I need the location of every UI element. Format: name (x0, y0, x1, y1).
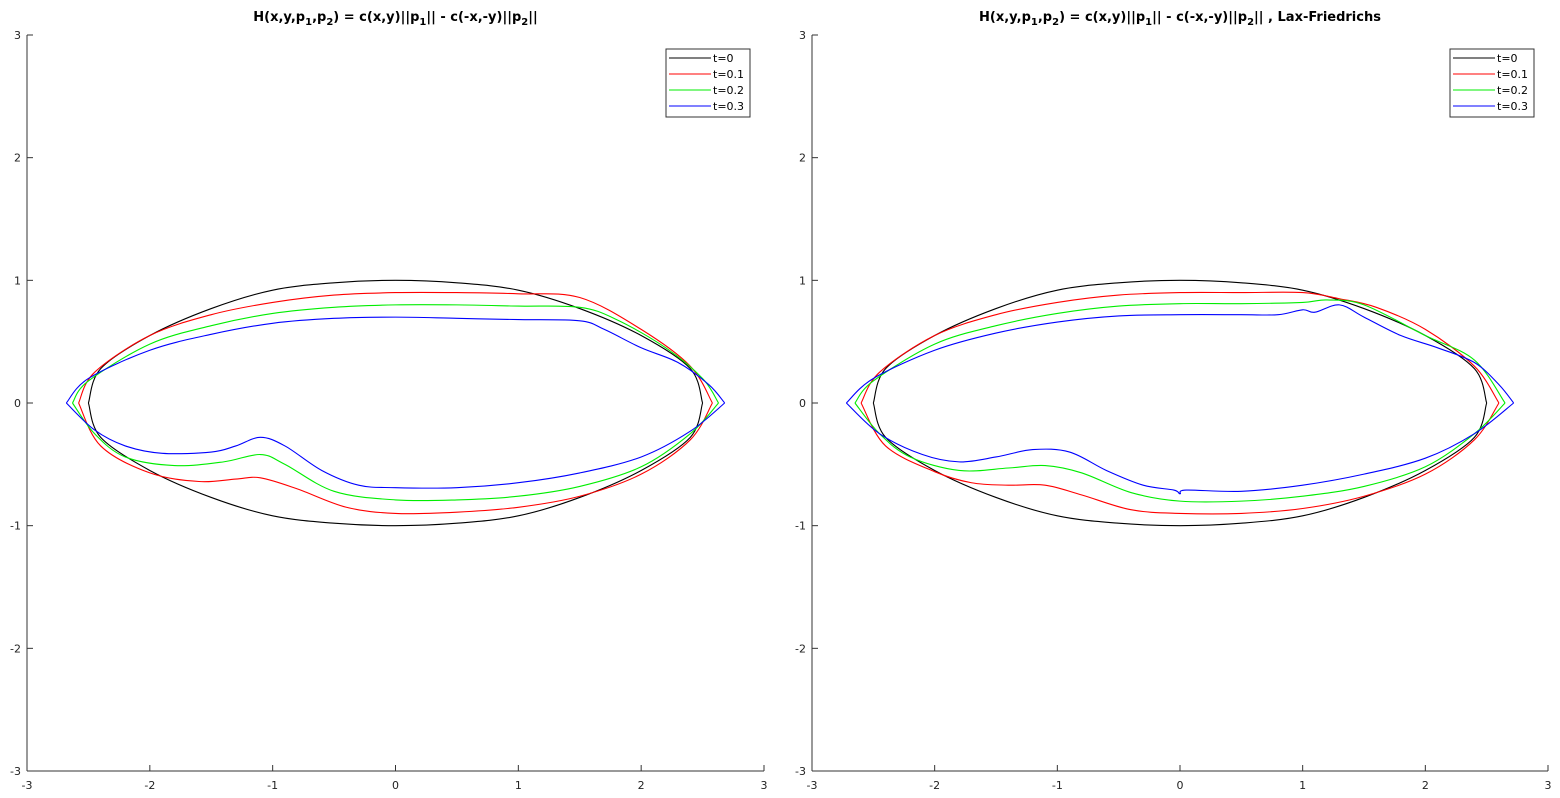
y-tick-label: 3 (799, 29, 806, 42)
x-tick-label: 3 (761, 779, 768, 792)
title-text: || (528, 10, 538, 25)
x-tick-label: 2 (638, 779, 645, 792)
series-line-t0-lower (872, 402, 1488, 527)
y-tick-label: -3 (10, 765, 21, 778)
y-tick-label: -2 (10, 642, 21, 655)
y-tick-label: 2 (799, 152, 806, 165)
y-tick-label: 1 (14, 274, 21, 287)
x-tick-label: 1 (1299, 779, 1306, 792)
legend-label: t=0.3 (713, 100, 744, 113)
x-tick-label: 2 (1422, 779, 1429, 792)
title-text: || - c(-x,-y)||p (1152, 10, 1247, 25)
y-tick-label: 0 (799, 397, 806, 410)
title-subscript: 2 (326, 17, 333, 28)
series-line-t01-upper (860, 291, 1500, 404)
y-tick-label: -1 (10, 520, 21, 533)
title-subscript: 1 (1031, 17, 1038, 28)
title-text: || - c(-x,-y)||p (426, 10, 521, 25)
series-line-t03-lower (65, 402, 726, 489)
title-subscript: 1 (305, 17, 312, 28)
series-line-t02-upper (854, 299, 1506, 404)
series-line-t01-upper (78, 291, 713, 404)
x-tick-label: 1 (515, 779, 522, 792)
x-tick-label: 3 (1545, 779, 1552, 792)
chart-title: H(x,y,p1,p2) = c(x,y)||p1|| - c(-x,-y)||… (979, 10, 1381, 28)
title-subscript: 2 (1247, 17, 1254, 28)
series-line-t0-lower (87, 402, 704, 527)
series-line-t01-lower (78, 402, 713, 515)
x-tick-label: -1 (267, 779, 278, 792)
title-text: ,p (1038, 10, 1052, 25)
title-text: H(x,y,p (979, 10, 1031, 25)
title-subscript: 2 (521, 17, 528, 28)
series-line-t02-lower (72, 402, 719, 502)
x-tick-label: -3 (22, 779, 33, 792)
series-line-t03-upper (845, 304, 1515, 404)
legend-label: t=0 (1497, 52, 1518, 65)
legend-label: t=0.1 (1497, 68, 1528, 81)
y-tick-label: -1 (795, 520, 806, 533)
x-tick-label: 0 (392, 779, 399, 792)
y-tick-label: -2 (795, 642, 806, 655)
y-tick-label: -3 (795, 765, 806, 778)
x-tick-label: -1 (1052, 779, 1063, 792)
y-tick-label: 1 (799, 274, 806, 287)
series-line-t01-lower (860, 402, 1500, 515)
series-line-t03-lower (845, 402, 1514, 495)
title-text: ) = c(x,y)||p (1059, 10, 1145, 25)
series-line-t03-upper (65, 316, 726, 404)
legend-label: t=0.3 (1497, 100, 1528, 113)
title-subscript: 2 (1052, 17, 1059, 28)
title-text: H(x,y,p (253, 10, 305, 25)
title-text: ,p (312, 10, 326, 25)
title-text: || , Lax-Friedrichs (1254, 10, 1381, 25)
series-line-t02-lower (854, 402, 1506, 503)
y-tick-label: 2 (14, 152, 21, 165)
x-tick-label: -2 (144, 779, 155, 792)
x-tick-label: -2 (929, 779, 940, 792)
x-tick-label: -3 (807, 779, 818, 792)
series-line-t0-upper (872, 279, 1488, 404)
title-subscript: 1 (419, 17, 426, 28)
legend-label: t=0 (713, 52, 734, 65)
title-text: ) = c(x,y)||p (333, 10, 419, 25)
chart-title: H(x,y,p1,p2) = c(x,y)||p1|| - c(-x,-y)||… (253, 10, 538, 28)
legend-label: t=0.2 (713, 84, 744, 97)
y-tick-label: 3 (14, 29, 21, 42)
x-tick-label: 0 (1177, 779, 1184, 792)
series-line-t02-upper (71, 304, 720, 404)
y-tick-label: 0 (14, 397, 21, 410)
legend-label: t=0.1 (713, 68, 744, 81)
title-subscript: 1 (1145, 17, 1152, 28)
legend-label: t=0.2 (1497, 84, 1528, 97)
